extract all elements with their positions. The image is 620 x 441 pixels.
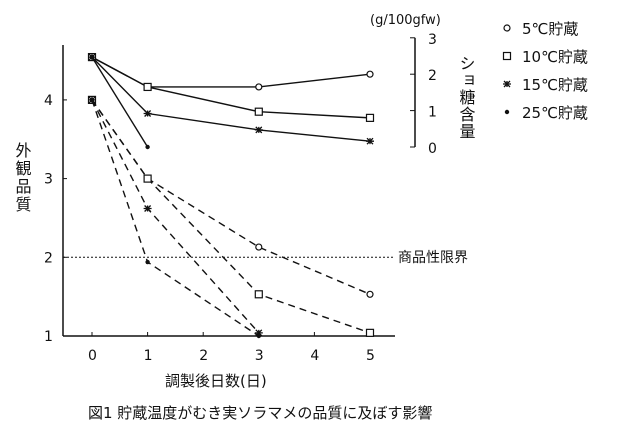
appearance-point-1-2 <box>254 290 263 299</box>
sucrose-line-0 <box>91 56 371 88</box>
sucrose-point-3-0 <box>89 54 95 60</box>
legend-marker-3 <box>504 109 510 115</box>
legend-marker-1 <box>502 51 512 61</box>
sucrose-line-1 <box>91 56 371 119</box>
legend-label-2: 15℃貯蔵 <box>522 76 588 94</box>
x-tick-label: 1 <box>144 348 153 364</box>
sucrose-line-3 <box>91 56 149 148</box>
appearance-line-3 <box>91 99 260 337</box>
axes: 1 2 3 4 0 1 2 3 4 5 0 1 2 3 <box>44 32 437 364</box>
chart-title: 図1 貯蔵温度がむき実ソラマメの品質に及ぼす影響 <box>88 404 432 422</box>
legend-marker-0 <box>503 24 511 32</box>
appearance-point-1-1 <box>143 174 152 183</box>
x-tick-label: 2 <box>199 348 208 364</box>
appearance-point-3-1 <box>145 259 150 265</box>
appearance-point-3-0 <box>89 97 95 103</box>
appearance-point-1-3 <box>365 328 375 337</box>
sucrose-line-2 <box>91 56 371 142</box>
y2-tick-label: 0 <box>428 141 437 157</box>
y-tick-label: 2 <box>44 250 53 266</box>
sucrose-point-2-1 <box>143 110 152 117</box>
reference-line-label: 商品性限界 <box>398 250 468 266</box>
x-axis-label: 調製後日数(日) <box>165 372 267 390</box>
appearance-point-0-3 <box>366 290 374 298</box>
sucrose-point-2-3 <box>366 137 374 145</box>
y2-tick-label: 3 <box>428 32 437 48</box>
sucrose-point-1-1 <box>143 82 152 92</box>
y-tick-label: 3 <box>44 172 53 188</box>
legend-marker-2 <box>503 80 511 88</box>
sucrose-point-3-1 <box>145 144 150 150</box>
legend-label-1: 10℃貯蔵 <box>522 48 588 66</box>
sucrose-point-1-3 <box>365 113 375 122</box>
appearance-line-1 <box>91 99 371 334</box>
appearance-point-2-2 <box>254 329 263 337</box>
y-tick-label: 1 <box>44 329 53 345</box>
y2-tick-label: 1 <box>428 105 437 121</box>
appearance-point-0-2 <box>255 243 263 251</box>
appearance-point-3-2 <box>256 333 261 339</box>
x-tick-label: 5 <box>366 348 375 364</box>
sucrose-point-0-2 <box>255 83 263 91</box>
y2-unit: (g/100gfw) <box>370 13 441 28</box>
sucrose-point-0-3 <box>366 70 374 78</box>
y-axis-label: 外観品質 <box>13 142 32 214</box>
x-tick-label: 3 <box>255 348 264 364</box>
sucrose-point-2-2 <box>254 126 263 134</box>
y-tick-label: 4 <box>44 93 53 109</box>
appearance-point-2-1 <box>143 205 152 212</box>
x-tick-label: 0 <box>88 348 97 364</box>
legend: 5℃貯蔵 10℃貯蔵 15℃貯蔵 25℃貯蔵 <box>502 20 588 122</box>
sucrose-point-1-2 <box>254 107 263 116</box>
y2-axis-label: ショ糖含量 <box>457 55 476 140</box>
x-tick-label: 4 <box>310 348 319 364</box>
legend-label-0: 5℃貯蔵 <box>522 20 578 38</box>
chart-marks <box>87 52 375 339</box>
y2-tick-label: 2 <box>428 68 437 84</box>
legend-label-3: 25℃貯蔵 <box>522 104 588 122</box>
